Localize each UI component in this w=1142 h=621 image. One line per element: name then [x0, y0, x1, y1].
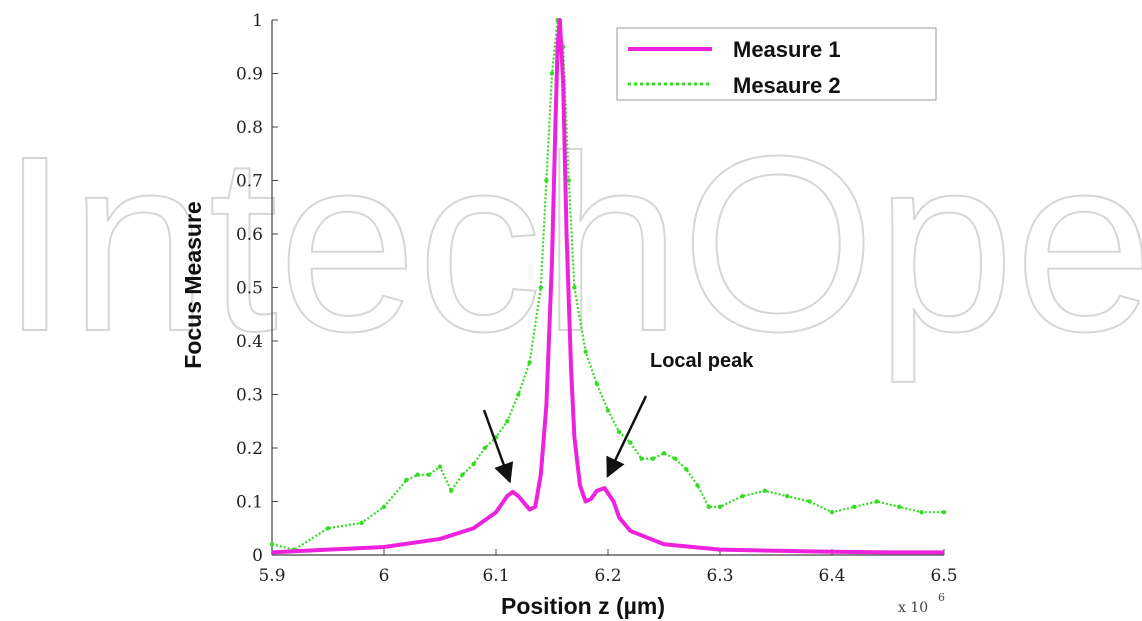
annotation-layer: Local peak — [482, 350, 754, 484]
series-measure-2-point — [549, 71, 555, 76]
y-tick-label: 0 — [252, 546, 263, 566]
series-measure-2-point — [673, 456, 678, 461]
series-measure-1-line — [271, 18, 944, 555]
y-tick-label: 0.8 — [236, 118, 263, 138]
series-measure-2-point — [381, 504, 387, 510]
series-measure-2-point — [449, 488, 454, 493]
series-measure-2-point — [471, 461, 476, 467]
series-measure-2-point — [897, 504, 902, 510]
series-measure-2-point — [505, 419, 510, 424]
x-tick-label: 6.2 — [594, 566, 621, 586]
y-tick-label: 0.4 — [236, 332, 263, 352]
y-tick-label: 0.6 — [236, 225, 263, 245]
series-measure-2-point — [628, 440, 633, 445]
series-measure-2-point — [762, 488, 767, 493]
series-measure-2-point — [740, 493, 745, 499]
x-multiplier-label: x 10 — [898, 600, 928, 616]
series-measure-2-point — [527, 360, 532, 365]
series-measure-2-point — [415, 472, 420, 477]
series-measure-2-point — [544, 178, 549, 183]
series-measure-2-point — [404, 477, 409, 483]
series-measure-2-point — [717, 504, 723, 510]
series-layer — [269, 17, 947, 555]
series-measure-2-point — [941, 510, 947, 515]
x-tick-label: 6.4 — [818, 566, 845, 586]
x-tick-label: 6.5 — [930, 566, 957, 586]
axes: 0 0.1 0.2 0.3 0.4 0.5 0.6 0.7 0.8 0.9 1 5.9 6 6.1 6.2 6… — [236, 11, 958, 586]
annotation-arrow-left — [482, 409, 514, 484]
y-tick-label: 0.3 — [236, 386, 263, 406]
series-measure-2-point — [594, 381, 599, 386]
y-tick-label: 0.7 — [236, 172, 263, 192]
series-measure-2-point — [269, 542, 275, 547]
series-measure-2-point — [617, 429, 622, 435]
annotation-arrow-right — [606, 395, 648, 478]
series-measure-2-point — [516, 392, 521, 397]
y-axis-label: Focus Measure — [180, 201, 206, 368]
series-measure-2-point — [566, 178, 571, 183]
series-measure-2-point — [706, 504, 711, 510]
series-measure-2-point — [437, 464, 443, 469]
series-measure-2-point — [583, 349, 588, 354]
y-tick-label: 0.1 — [236, 493, 263, 513]
y-tick-label: 0.9 — [236, 65, 263, 85]
legend: Measure 1 Mesaure 2 — [616, 27, 937, 101]
y-tick-label: 1 — [252, 11, 263, 31]
x-axis-label: Position z (µm) — [501, 593, 665, 619]
x-multiplier-exponent: 6 — [938, 591, 945, 604]
series-measure-2-point — [482, 445, 487, 451]
series-measure-2-point — [874, 499, 879, 504]
series-measure-2-point — [359, 520, 364, 526]
series-measure-2-point — [426, 472, 431, 477]
x-tick-label: 6.1 — [482, 566, 509, 586]
legend-label-measure-2: Mesaure 2 — [733, 73, 841, 98]
y-tick-label: 0.5 — [236, 279, 263, 299]
legend-box — [616, 27, 937, 101]
series-measure-2-point — [639, 456, 644, 461]
series-measure-2-point — [785, 493, 790, 499]
series-measure-2-point — [538, 285, 543, 290]
x-tick-label: 5.9 — [258, 566, 285, 586]
series-measure-2-point — [695, 483, 700, 488]
x-tick-label: 6.3 — [706, 566, 733, 586]
series-measure-2-point — [325, 526, 331, 531]
series-measure-2-point — [829, 510, 835, 515]
series-measure-2-point — [852, 504, 857, 510]
series-measure-2-point — [650, 456, 655, 461]
series-measure-2-point — [807, 499, 812, 504]
series-measure-2-point — [661, 451, 667, 456]
local-peak-annotation: Local peak — [650, 350, 754, 372]
series-measure-2-point — [572, 285, 577, 290]
legend-label-measure-1: Measure 1 — [733, 37, 841, 62]
series-measure-2-point — [605, 408, 611, 413]
y-tick-label: 0.2 — [236, 439, 263, 459]
series-measure-2-point — [684, 467, 689, 472]
x-tick-label: 6 — [379, 566, 390, 586]
series-measure-2-point — [460, 472, 465, 477]
series-measure-2-point — [919, 510, 924, 515]
